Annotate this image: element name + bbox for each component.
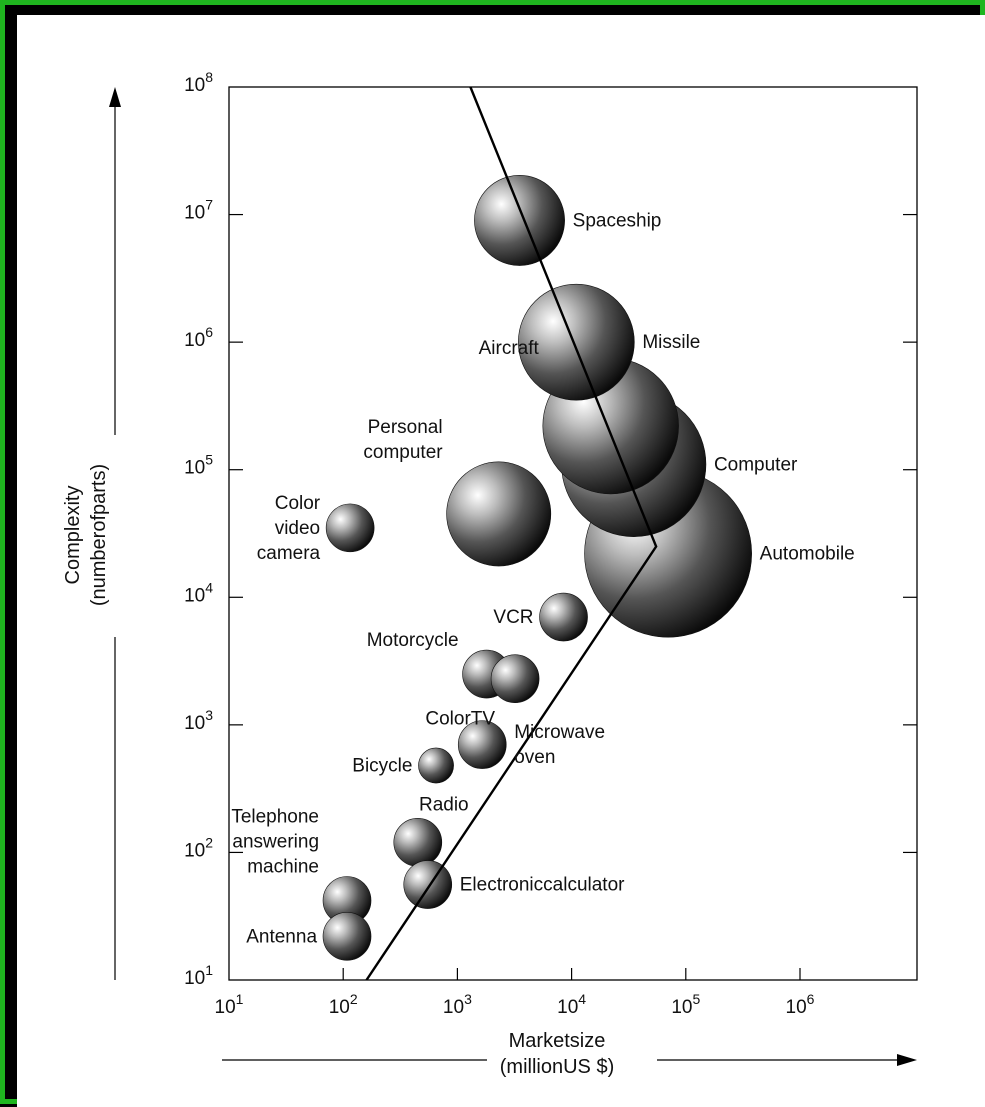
x-tick-label: 102	[329, 991, 358, 1018]
bubble-label-colortv: ColorTV	[425, 709, 495, 730]
bubble-label-color-video-camera: camera	[257, 543, 321, 564]
bubble-label-telephone-answering-machine: machine	[247, 856, 319, 877]
x-axis-title: Marketsize	[509, 1030, 606, 1052]
bubble-label-microwave-oven: Microwave	[514, 722, 605, 743]
bubbles-layer	[323, 175, 752, 960]
y-arrow-head	[109, 87, 121, 107]
bubble-label-electroniccalculator: Electroniccalculator	[460, 875, 625, 896]
bubble-label-antenna: Antenna	[246, 926, 317, 947]
y-tick-label: 107	[184, 197, 213, 224]
x-tick-label: 101	[215, 991, 244, 1018]
bubble-electroniccalculator	[404, 861, 452, 909]
bubble-radio	[394, 818, 442, 866]
y-tick-label: 105	[184, 452, 213, 479]
bubble-label-computer: Computer	[714, 454, 798, 475]
bubble-label-personal-computer: computer	[363, 442, 443, 463]
x-tick-label: 103	[443, 991, 472, 1018]
bubble-vcr	[540, 593, 588, 641]
x-tick-label: 104	[557, 991, 586, 1018]
bubble-label-color-video-camera: Color	[275, 493, 321, 514]
bubble-label-microwave-oven: oven	[514, 747, 555, 768]
chart: 101 102 103 104 105 106 107 108 101 102 103 104 105 1…	[17, 15, 985, 1107]
y-tick-label: 106	[184, 324, 213, 351]
x-tick-label: 105	[671, 991, 700, 1018]
bubble-color-video-camera	[326, 504, 374, 552]
bubble-label-radio: Radio	[419, 794, 469, 815]
bubble-bicycle	[418, 748, 453, 783]
bubble-label-motorcycle: Motorcycle	[367, 630, 459, 651]
bubble-label-vcr: VCR	[493, 607, 533, 628]
bubble-antenna	[323, 912, 371, 960]
bubble-personal-computer	[447, 462, 551, 566]
bubble-label-spaceship: Spaceship	[573, 210, 662, 231]
bubble-label-aircraft: Aircraft	[479, 338, 540, 359]
x-tick-label: 106	[786, 991, 815, 1018]
x-arrow-head	[897, 1054, 917, 1066]
y-axis-subtitle: (numberofparts)	[88, 464, 110, 606]
bubble-label-automobile: Automobile	[760, 544, 855, 565]
bubble-label-telephone-answering-machine: Telephone	[231, 806, 319, 827]
y-tick-label: 104	[184, 579, 213, 606]
y-tick-label: 102	[184, 834, 213, 861]
bubble-label-missile: Missile	[642, 332, 700, 353]
x-axis-subtitle: (millionUS $)	[500, 1056, 614, 1078]
y-axis-title: Complexity	[62, 486, 84, 585]
bubble-label-bicycle: Bicycle	[352, 756, 412, 777]
bubble-spaceship	[474, 175, 564, 265]
y-tick-label: 108	[184, 69, 213, 96]
chart-panel: 101 102 103 104 105 106 107 108 101 102 103 104 105 1…	[17, 15, 985, 1107]
bubble-colortv	[491, 655, 539, 703]
bubble-label-personal-computer: Personal	[368, 417, 443, 438]
bubble-label-telephone-answering-machine: answering	[232, 831, 319, 852]
y-tick-label: 103	[184, 707, 213, 734]
y-tick-label: 101	[184, 962, 213, 989]
bubble-label-color-video-camera: video	[275, 518, 320, 539]
